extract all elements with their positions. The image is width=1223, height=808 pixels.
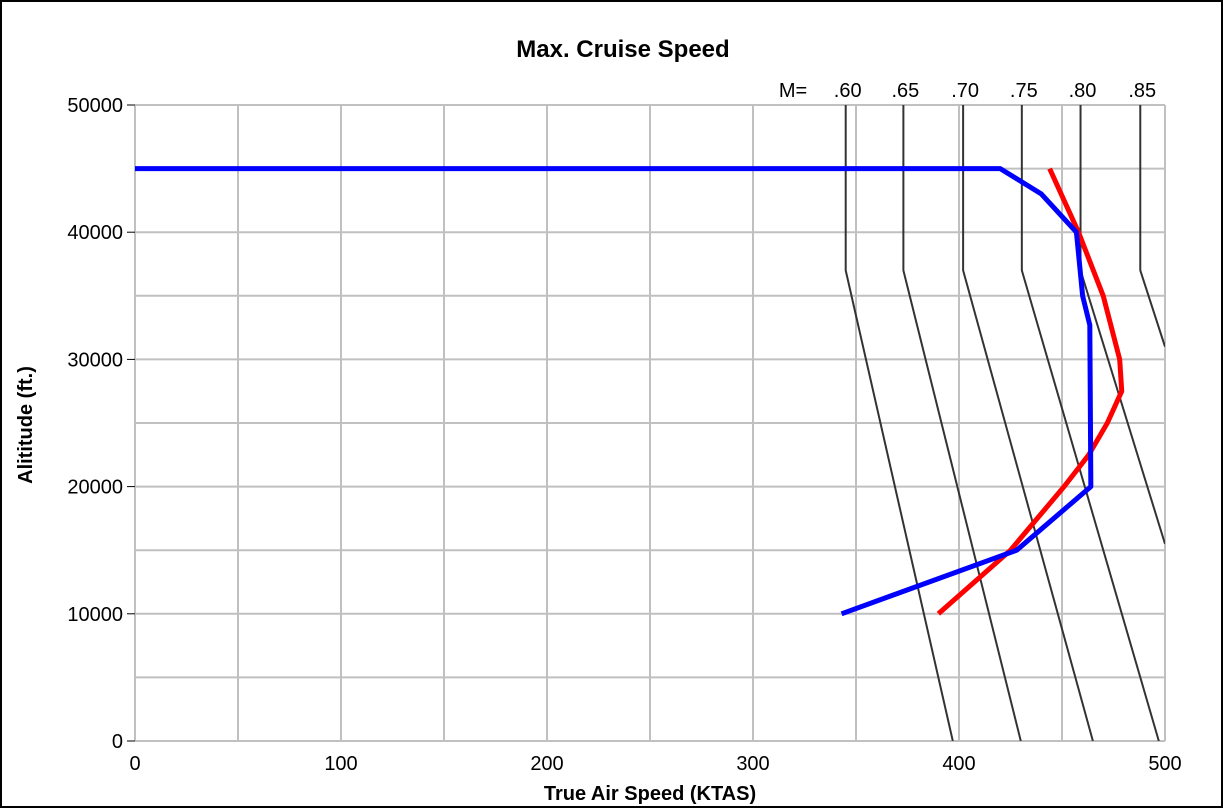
x-tick-label: 300 [736, 753, 769, 775]
mach-label: .85 [1128, 80, 1156, 102]
speed-line [936, 167, 1125, 616]
mach-label: .75 [1010, 80, 1038, 102]
x-tick-label: 100 [324, 753, 357, 775]
y-tick-label: 20000 [67, 477, 123, 499]
mach-line [902, 105, 1022, 741]
x-tick-label: 500 [1148, 753, 1181, 775]
mach-label: .65 [891, 80, 919, 102]
x-axis-label: True Air Speed (KTAS) [544, 783, 756, 805]
y-tick-label: 10000 [67, 604, 123, 626]
mach-label: .80 [1069, 80, 1097, 102]
lines [135, 105, 1165, 741]
mach-prefix: M= [779, 80, 807, 102]
y-tick-label: 30000 [67, 349, 123, 371]
speed-line [135, 166, 1094, 617]
x-tick-label: 400 [942, 753, 975, 775]
mach-line [1020, 105, 1160, 741]
y-tick-label: 0 [112, 731, 123, 753]
grid [127, 104, 1166, 742]
x-tick-label: 200 [530, 753, 563, 775]
x-tick-label: 0 [129, 753, 140, 775]
mach-line [962, 105, 1094, 741]
chart-title: Max. Cruise Speed [516, 36, 729, 63]
mach-label: .70 [951, 80, 979, 102]
mach-label: .60 [834, 80, 862, 102]
y-axis-label: Alititude (ft.) [15, 366, 37, 484]
mach-line [1139, 105, 1165, 347]
y-tick-label: 40000 [67, 222, 123, 244]
y-tick-label: 50000 [67, 95, 123, 117]
